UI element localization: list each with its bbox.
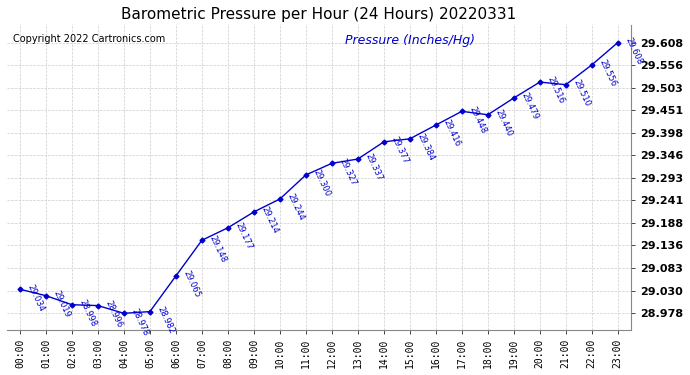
Text: 29.034: 29.034 [26, 283, 46, 313]
Text: 29.479: 29.479 [520, 92, 540, 122]
Text: 29.377: 29.377 [389, 135, 410, 166]
Text: 29.327: 29.327 [337, 157, 358, 187]
Text: 29.608: 29.608 [623, 36, 644, 66]
Text: 29.416: 29.416 [442, 118, 462, 148]
Text: 28.996: 28.996 [104, 299, 124, 329]
Text: 29.300: 29.300 [311, 168, 332, 198]
Text: 29.214: 29.214 [259, 205, 279, 235]
Text: 29.510: 29.510 [571, 78, 592, 108]
Text: 29.556: 29.556 [598, 58, 618, 88]
Text: 29.177: 29.177 [233, 221, 254, 251]
Text: 29.448: 29.448 [467, 105, 488, 135]
Text: 29.440: 29.440 [493, 108, 514, 138]
Title: Barometric Pressure per Hour (24 Hours) 20220331: Barometric Pressure per Hour (24 Hours) … [121, 7, 517, 22]
Text: 29.516: 29.516 [545, 75, 566, 106]
Text: 29.019: 29.019 [52, 289, 72, 319]
Text: 29.337: 29.337 [364, 153, 384, 183]
Text: 28.978: 28.978 [130, 307, 150, 337]
Text: 28.982: 28.982 [155, 305, 176, 335]
Text: 29.384: 29.384 [415, 132, 436, 162]
Text: 29.148: 29.148 [208, 234, 228, 264]
Text: Copyright 2022 Cartronics.com: Copyright 2022 Cartronics.com [13, 34, 166, 44]
Text: 29.244: 29.244 [286, 192, 306, 222]
Text: 29.065: 29.065 [181, 269, 202, 299]
Text: 28.998: 28.998 [77, 298, 98, 328]
Text: Pressure (Inches/Hg): Pressure (Inches/Hg) [345, 34, 475, 46]
